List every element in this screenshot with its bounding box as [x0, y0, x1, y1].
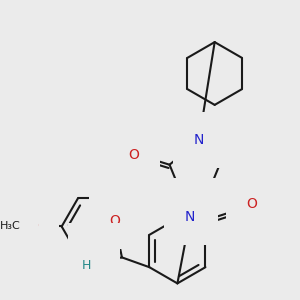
- Text: N: N: [89, 244, 100, 257]
- Text: O: O: [110, 214, 121, 228]
- Text: N: N: [185, 210, 195, 224]
- Text: N: N: [194, 133, 204, 147]
- Text: H: H: [190, 196, 200, 209]
- Text: O: O: [128, 148, 139, 162]
- Text: O: O: [27, 220, 38, 233]
- Text: H: H: [82, 259, 91, 272]
- Text: H₃C: H₃C: [0, 221, 21, 232]
- Text: O: O: [247, 197, 257, 211]
